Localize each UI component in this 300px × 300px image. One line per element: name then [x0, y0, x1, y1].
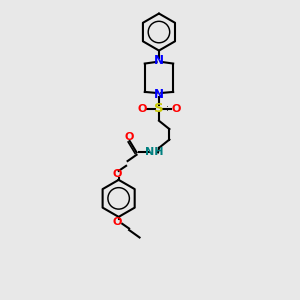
Text: N: N: [154, 88, 164, 101]
Text: S: S: [154, 102, 164, 115]
Text: O: O: [171, 104, 181, 114]
Text: O: O: [112, 169, 122, 179]
Text: NH: NH: [145, 147, 164, 158]
Text: O: O: [124, 133, 134, 142]
Text: :: :: [166, 104, 169, 113]
Text: O: O: [137, 104, 147, 114]
Text: N: N: [154, 54, 164, 67]
Text: O: O: [112, 217, 122, 227]
